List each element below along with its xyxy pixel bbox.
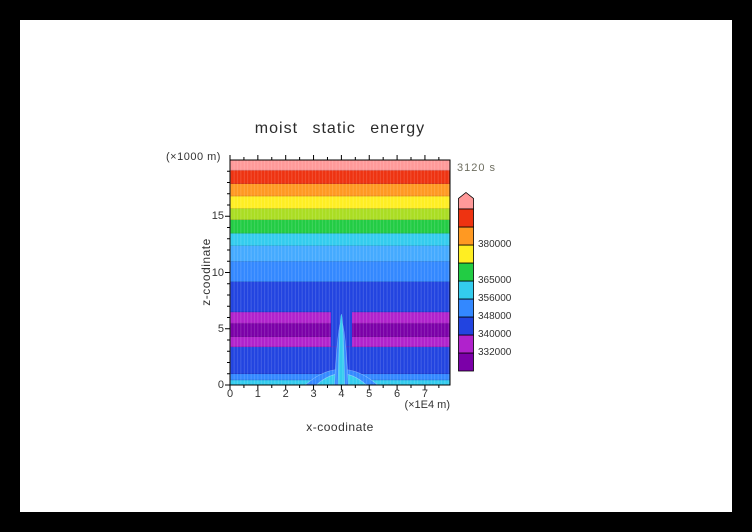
x-tick-label: 5 bbox=[366, 388, 373, 400]
x-axis-title: x-coodinate bbox=[306, 420, 374, 434]
x-axis-unit-label: (×1E4 m) bbox=[404, 399, 450, 411]
y-tick-label: 10 bbox=[211, 266, 224, 279]
colorbar-cell bbox=[458, 352, 474, 372]
colorbar bbox=[457, 191, 475, 373]
y-tick-label: 15 bbox=[211, 210, 224, 223]
x-tick-label: 0 bbox=[226, 388, 234, 400]
colorbar-cell bbox=[458, 316, 474, 336]
x-tick-label: 2 bbox=[282, 388, 289, 400]
x-tick-label: 7 bbox=[421, 388, 428, 400]
colorbar-cell bbox=[458, 298, 474, 318]
colorbar-label: 340000 bbox=[478, 329, 512, 340]
y-axis-unit-label: (×1000 m) bbox=[166, 151, 221, 163]
colorbar-cell bbox=[458, 244, 474, 264]
colorbar-cell bbox=[458, 280, 474, 300]
colorbar-label: 356000 bbox=[478, 293, 512, 304]
contour-plot-svg bbox=[225, 155, 451, 390]
colorbar-overflow-arrow bbox=[458, 191, 474, 210]
x-tick-label: 6 bbox=[394, 388, 401, 400]
contour-plot bbox=[220, 150, 460, 395]
colorbar-label: 332000 bbox=[478, 347, 512, 358]
x-tick-label: 4 bbox=[338, 388, 345, 400]
x-tick-labels: 0 1 2 3 4 5 6 7 bbox=[227, 388, 460, 402]
timestamp-label: 3120 s bbox=[457, 162, 497, 174]
y-tick-labels: 0 5 10 15 bbox=[188, 150, 224, 400]
colorbar-svg bbox=[458, 191, 474, 372]
colorbar-cell bbox=[458, 226, 474, 246]
chart-title: moist static energy bbox=[254, 120, 426, 137]
colorbar-cell bbox=[458, 208, 474, 228]
colorbar-cell bbox=[458, 334, 474, 354]
y-tick-label: 0 bbox=[217, 379, 224, 391]
colorbar-cell bbox=[458, 262, 474, 282]
x-tick-label: 1 bbox=[254, 388, 261, 400]
x-tick-label: 3 bbox=[310, 388, 317, 400]
colorbar-labels: 332000 340000 348000 356000 365000 380000 bbox=[478, 192, 538, 382]
y-tick-label: 5 bbox=[217, 322, 224, 335]
plot-canvas: moist static energy (×1000 m) 3120 s z-c… bbox=[20, 20, 732, 512]
colorbar-label: 380000 bbox=[478, 239, 512, 250]
colorbar-label: 348000 bbox=[478, 311, 512, 322]
colorbar-label: 365000 bbox=[478, 275, 512, 286]
